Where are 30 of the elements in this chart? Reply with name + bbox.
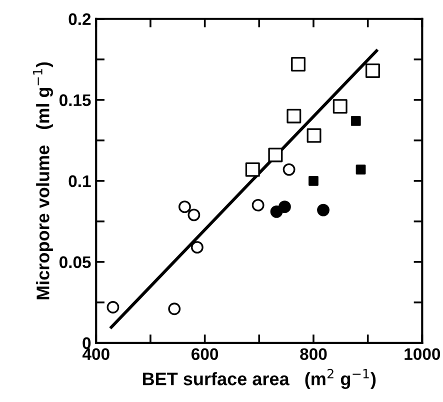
x-axis-title: BET surface area (m$^{2}$ g$^{−1}$) bbox=[143, 368, 376, 389]
x-tick-label: 600 bbox=[192, 348, 218, 360]
y-tick-label: 0.05 bbox=[59, 256, 91, 268]
point bbox=[106, 301, 120, 314]
point bbox=[350, 116, 361, 126]
point bbox=[286, 108, 302, 124]
point bbox=[365, 64, 380, 78]
y-tick-label: 0.1 bbox=[68, 175, 91, 188]
x-tick-label: 400 bbox=[82, 348, 110, 360]
x-tick-label: 1000 bbox=[404, 348, 440, 360]
point bbox=[332, 99, 348, 114]
point bbox=[245, 162, 260, 177]
y-tick-label: 0.15 bbox=[59, 94, 91, 106]
point bbox=[306, 128, 322, 143]
point bbox=[168, 302, 181, 316]
point bbox=[356, 164, 366, 175]
point bbox=[317, 204, 330, 216]
point bbox=[190, 241, 204, 254]
point bbox=[308, 176, 318, 186]
y-tick-label: 0.2 bbox=[68, 13, 91, 26]
y-axis-title: Micropore volume (ml g$^{−1}$) bbox=[33, 62, 54, 300]
point bbox=[188, 208, 200, 222]
point bbox=[268, 148, 283, 162]
x-tick-label: 800 bbox=[300, 348, 327, 360]
point bbox=[282, 163, 296, 176]
point bbox=[291, 57, 306, 72]
point bbox=[252, 198, 264, 212]
point bbox=[278, 200, 291, 214]
point bbox=[178, 200, 191, 214]
y-tick-label: 0 bbox=[82, 337, 91, 350]
